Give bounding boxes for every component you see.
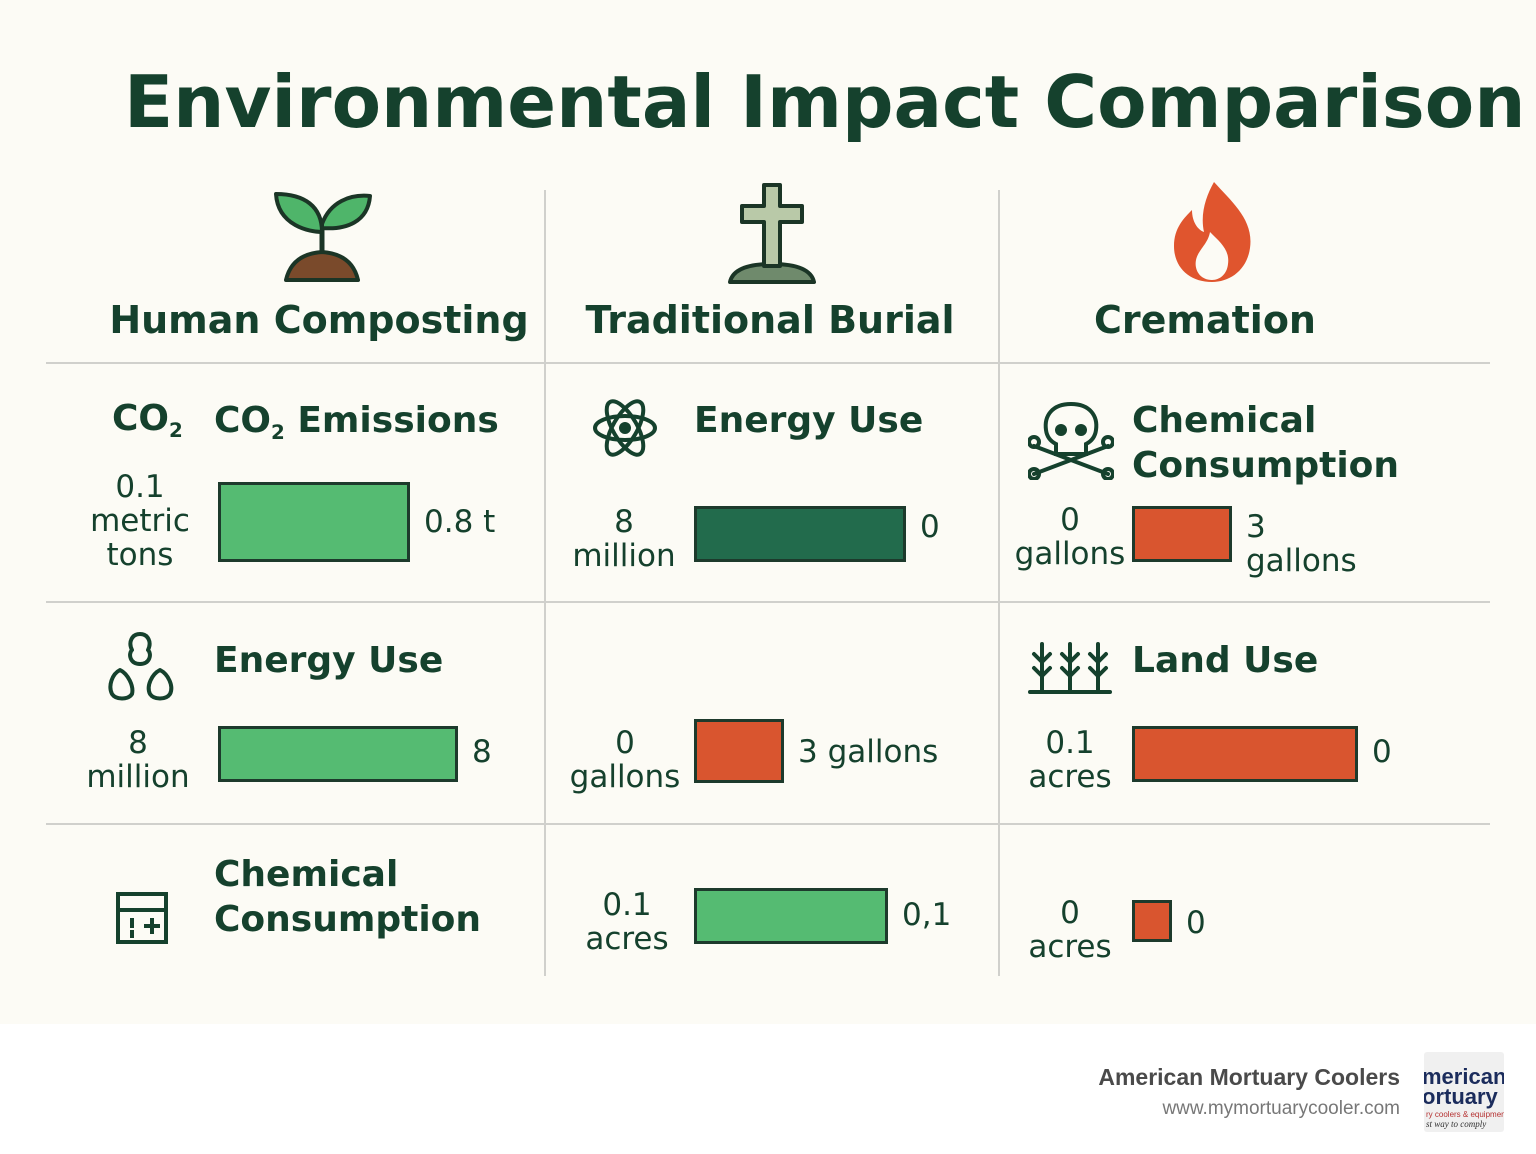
metric-label: Land Use bbox=[1132, 640, 1319, 681]
column-divider bbox=[544, 190, 546, 976]
left-value-label: 0 acres bbox=[1028, 895, 1112, 965]
data-bar bbox=[694, 506, 906, 562]
metric-label: Chemical Consumption bbox=[214, 854, 482, 940]
right-value-label: 0 bbox=[920, 509, 940, 545]
left-value-label: 8 million bbox=[86, 725, 190, 795]
right-value-label: 0.8 t bbox=[424, 504, 496, 540]
right-value-label: 3 gallons bbox=[1246, 509, 1357, 579]
infographic-panel: Environmental Impact Comparison Human Co… bbox=[46, 60, 1526, 976]
metric-label: Energy Use bbox=[214, 640, 444, 681]
right-value-label: 0 bbox=[1372, 734, 1392, 770]
data-bar bbox=[218, 726, 458, 782]
atom-icon bbox=[592, 392, 658, 464]
row-divider bbox=[46, 362, 1490, 364]
grave-cross-icon bbox=[726, 182, 818, 286]
data-bar bbox=[1132, 506, 1232, 562]
crops-icon bbox=[1028, 640, 1112, 696]
metric-label: Energy Use bbox=[694, 400, 924, 441]
left-value-label: 0.1 acres bbox=[585, 887, 669, 957]
left-value-label: 8 million bbox=[572, 504, 676, 574]
data-bar bbox=[218, 482, 410, 562]
company-name: American Mortuary Coolers bbox=[1098, 1064, 1400, 1090]
chemical-grid-icon bbox=[114, 890, 170, 946]
row-divider bbox=[46, 823, 1490, 825]
metric-label: CO2 Emissions bbox=[214, 400, 499, 444]
tree-cluster-icon bbox=[104, 630, 176, 702]
flame-icon bbox=[1170, 180, 1254, 284]
row-divider bbox=[46, 601, 1490, 603]
left-value-label: 0 gallons bbox=[1014, 502, 1126, 572]
column-divider bbox=[998, 190, 1000, 976]
skull-crossbones-icon bbox=[1027, 400, 1115, 481]
data-bar bbox=[694, 888, 888, 944]
data-bar bbox=[1132, 900, 1172, 942]
data-bar bbox=[1132, 726, 1358, 782]
column-header-human-composting: Human Composting bbox=[109, 298, 529, 342]
right-value-label: 3 gallons bbox=[798, 734, 939, 770]
left-value-label: 0.1 acres bbox=[1028, 725, 1112, 795]
company-url[interactable]: www.mymortuarycooler.com bbox=[1162, 1098, 1400, 1119]
column-header-traditional-burial: Traditional Burial bbox=[585, 298, 955, 342]
company-logo: merican ortuary ry coolers & equipment s… bbox=[1424, 1052, 1504, 1132]
left-value-label: 0 gallons bbox=[569, 725, 681, 795]
right-value-label: 0 bbox=[1186, 905, 1206, 941]
data-bar bbox=[694, 719, 784, 783]
left-value-label: 0.1 metric tons bbox=[90, 469, 190, 573]
column-header-cremation: Cremation bbox=[1094, 298, 1316, 342]
seedling-icon bbox=[270, 188, 374, 284]
co2-icon: CO2 bbox=[112, 398, 183, 442]
page-title: Environmental Impact Comparison bbox=[124, 60, 1526, 144]
right-value-label: 8 bbox=[472, 734, 492, 770]
metric-label: Chemical Consumption bbox=[1132, 400, 1400, 486]
right-value-label: 0,1 bbox=[902, 897, 952, 933]
